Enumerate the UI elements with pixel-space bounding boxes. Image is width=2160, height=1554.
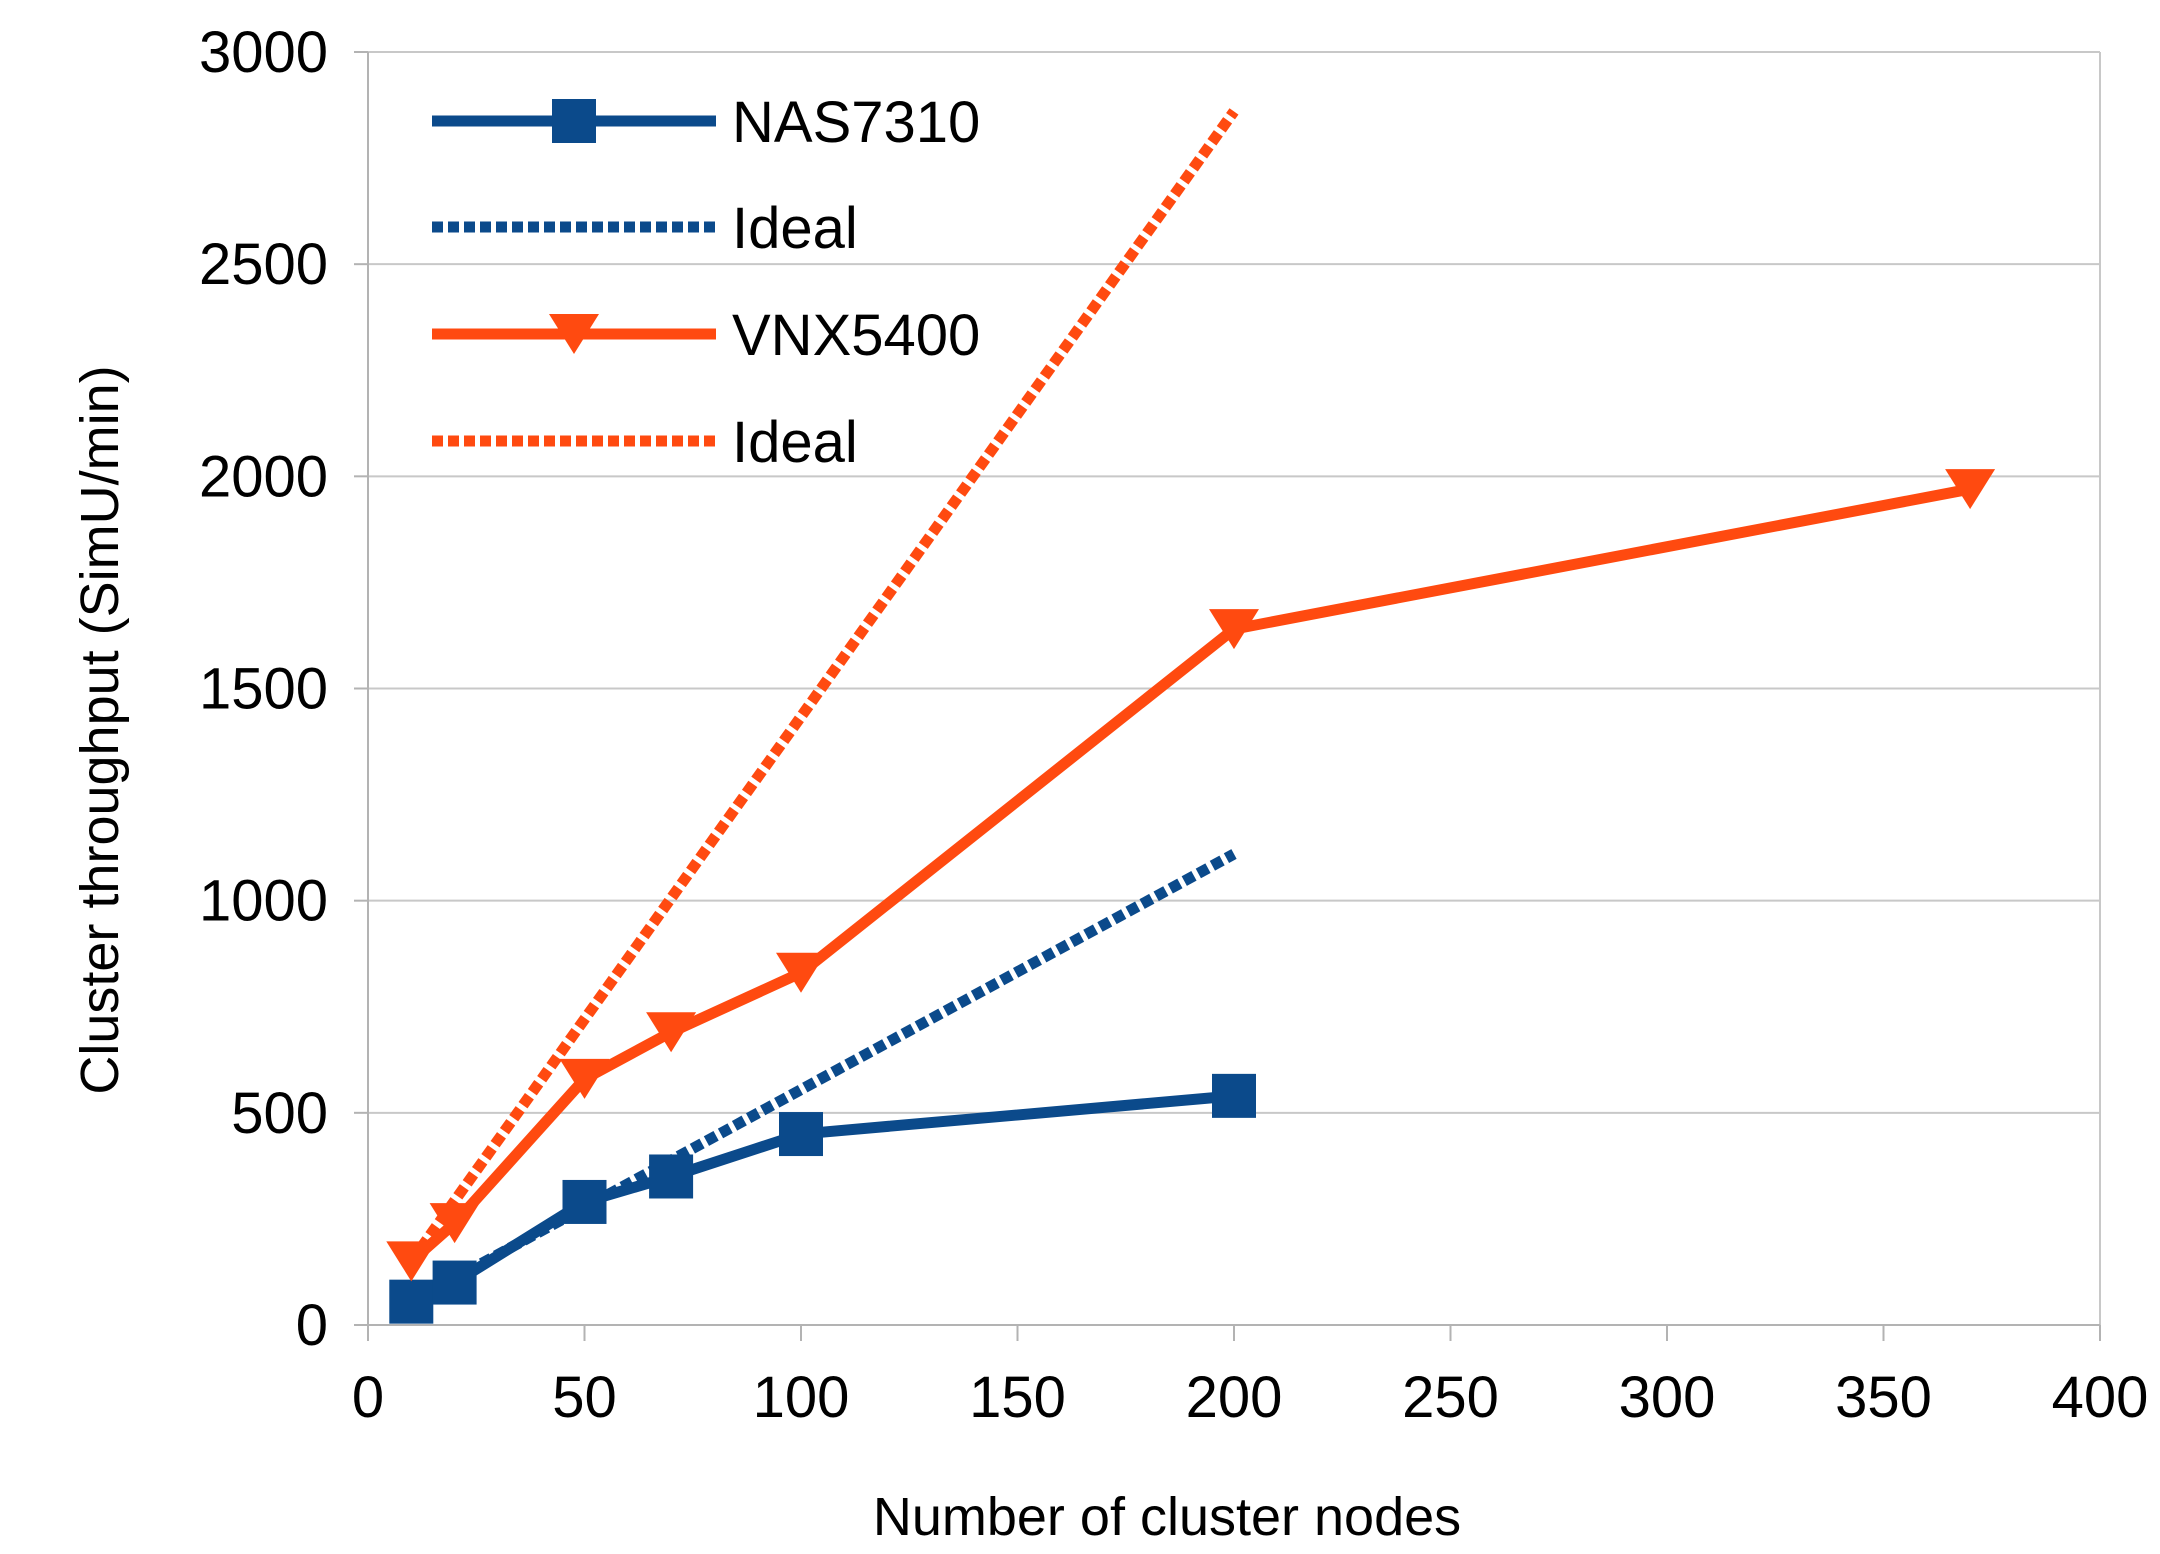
y-tick-label-3000: 3000 xyxy=(199,20,328,85)
series-ideal-dotted-3 xyxy=(406,108,1239,1265)
data-point-2-1 xyxy=(429,1203,480,1244)
x-tick-label-350: 350 xyxy=(1835,1365,1932,1430)
data-point-0-2 xyxy=(562,1179,607,1224)
legend-marker-2 xyxy=(549,314,599,354)
y-tick-label-500: 500 xyxy=(231,1081,328,1146)
x-tick-label-200: 200 xyxy=(1186,1365,1283,1430)
legend-label-3: Ideal xyxy=(732,410,858,475)
data-point-2-6 xyxy=(1945,469,1996,510)
series-vnx5400-solid-2 xyxy=(386,469,1996,1282)
series-group xyxy=(386,108,1996,1324)
data-point-2-4 xyxy=(776,952,826,993)
series-ideal-dotted-1 xyxy=(408,849,1237,1307)
legend-entry-2: VNX5400 xyxy=(432,303,980,368)
legend-label-2: VNX5400 xyxy=(732,303,980,368)
y-tick-label-1500: 1500 xyxy=(199,657,328,722)
data-point-0-1 xyxy=(432,1260,477,1305)
axes xyxy=(354,51,2101,1341)
series-nas7310-solid-0 xyxy=(389,1073,1256,1324)
y-tick-label-1000: 1000 xyxy=(199,869,328,934)
data-point-2-0 xyxy=(386,1241,437,1282)
y-tick-label-2000: 2000 xyxy=(199,444,328,509)
x-tick-label-300: 300 xyxy=(1619,1365,1716,1430)
legend-marker-0 xyxy=(552,99,596,143)
x-tick-label-0: 0 xyxy=(352,1365,384,1430)
legend-label-1: Ideal xyxy=(732,196,858,261)
data-point-0-0 xyxy=(389,1279,434,1324)
legend-entry-1: Ideal xyxy=(432,196,858,261)
data-point-2-3 xyxy=(646,1012,697,1053)
x-tick-label-250: 250 xyxy=(1402,1365,1499,1430)
legend: NAS7310 Ideal VNX5400 Ideal xyxy=(432,90,980,475)
y-axis-title: Cluster throughput (SimU/min) xyxy=(70,365,130,1094)
data-point-2-2 xyxy=(559,1058,610,1099)
data-point-0-5 xyxy=(1212,1073,1256,1118)
data-point-0-3 xyxy=(649,1154,694,1199)
data-point-0-4 xyxy=(779,1112,823,1157)
series-line-1 xyxy=(408,849,1237,1307)
legend-entry-0: NAS7310 xyxy=(432,90,980,155)
grid xyxy=(368,51,2101,1326)
legend-entry-3: Ideal xyxy=(432,410,858,475)
y-tick-label-2500: 2500 xyxy=(199,232,328,297)
x-tick-label-100: 100 xyxy=(753,1365,850,1430)
x-tick-label-400: 400 xyxy=(2052,1365,2149,1430)
tick-labels: 0 500 1000 1500 2000 2500 3000 0 50 100 150 200 250 3… xyxy=(199,20,2148,1430)
series-line-3 xyxy=(406,108,1239,1265)
legend-label-0: NAS7310 xyxy=(732,90,980,155)
x-axis-title: Number of cluster nodes xyxy=(873,1487,1461,1547)
y-tick-label-0: 0 xyxy=(296,1293,328,1358)
data-point-2-5 xyxy=(1209,609,1259,650)
x-tick-label-50: 50 xyxy=(552,1365,617,1430)
x-tick-label-150: 150 xyxy=(969,1365,1066,1430)
